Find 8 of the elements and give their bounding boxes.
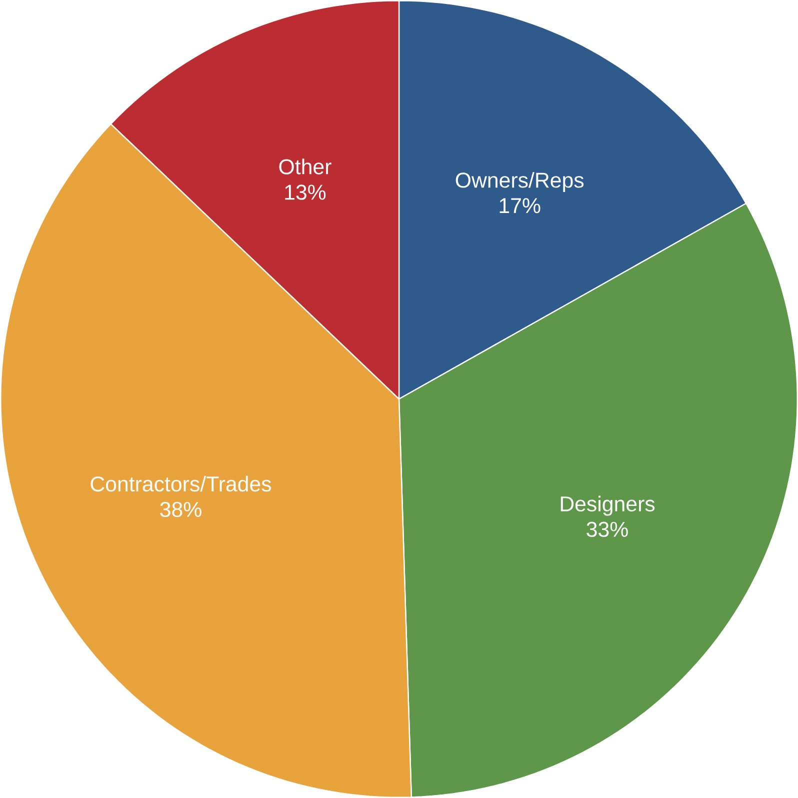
slice-label: Other [279, 158, 332, 174]
data-label: 17% [500, 198, 540, 214]
data-label: 38% [160, 502, 202, 518]
slice-label: Owners/Reps [456, 172, 584, 192]
slice-label: Designers [560, 496, 655, 516]
data-label: 13% [285, 184, 326, 200]
data-label: 33% [586, 522, 628, 537]
slice-label: Contractors/Trades [90, 476, 272, 492]
